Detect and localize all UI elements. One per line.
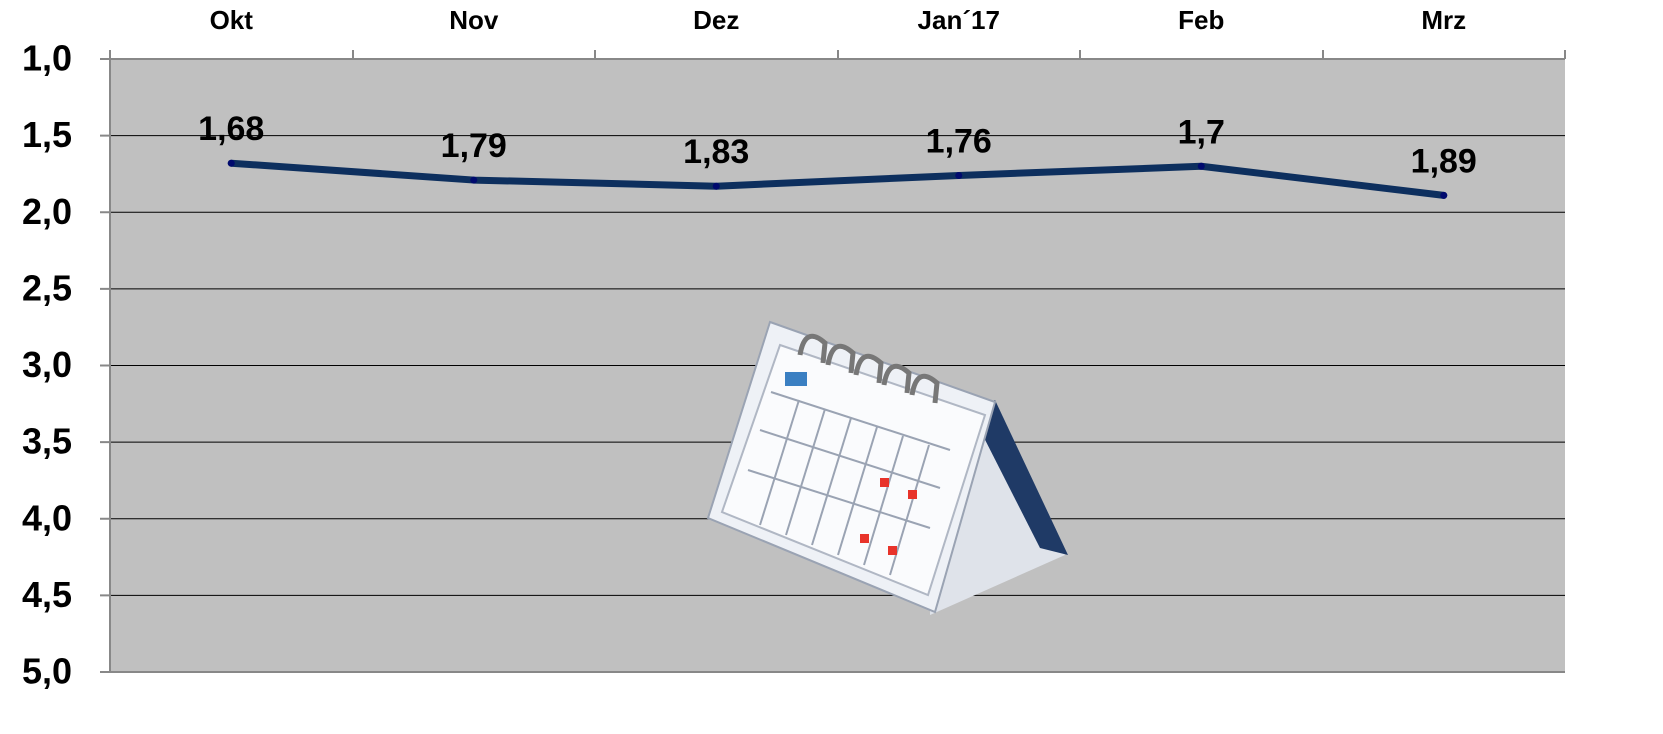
x-tick-label: Dez [693,5,739,35]
y-tick-label: 3,5 [22,421,72,462]
y-tick-label: 1,0 [22,38,72,79]
data-point [1440,191,1448,199]
data-point [227,159,235,167]
y-tick-label: 3,0 [22,344,72,385]
y-tick-label: 4,5 [22,574,72,615]
data-label: 1,83 [683,133,749,171]
calendar-illustration [706,320,1068,615]
x-tick-label: Nov [449,5,499,35]
data-point [470,176,478,184]
y-tick-label: 2,0 [22,191,72,232]
data-label: 1,68 [198,110,264,148]
y-tick-label: 1,5 [22,114,72,155]
data-point [1197,162,1205,170]
data-label: 1,79 [441,127,507,165]
data-label: 1,7 [1178,113,1225,151]
top-axis-ticks [109,50,1566,59]
y-tick-label: 4,0 [22,497,72,538]
x-tick-label: Mrz [1421,5,1466,35]
y-tick-label: 2,5 [22,267,72,308]
data-point [955,171,963,179]
data-label: 1,89 [1411,142,1477,180]
data-label: 1,76 [926,122,992,160]
x-tick-label: Okt [210,5,254,35]
x-tick-label: Jan´17 [918,5,1000,35]
x-tick-label: Feb [1178,5,1224,35]
data-point [712,182,720,190]
data-line [227,159,1448,199]
y-tick-label: 5,0 [22,651,72,692]
